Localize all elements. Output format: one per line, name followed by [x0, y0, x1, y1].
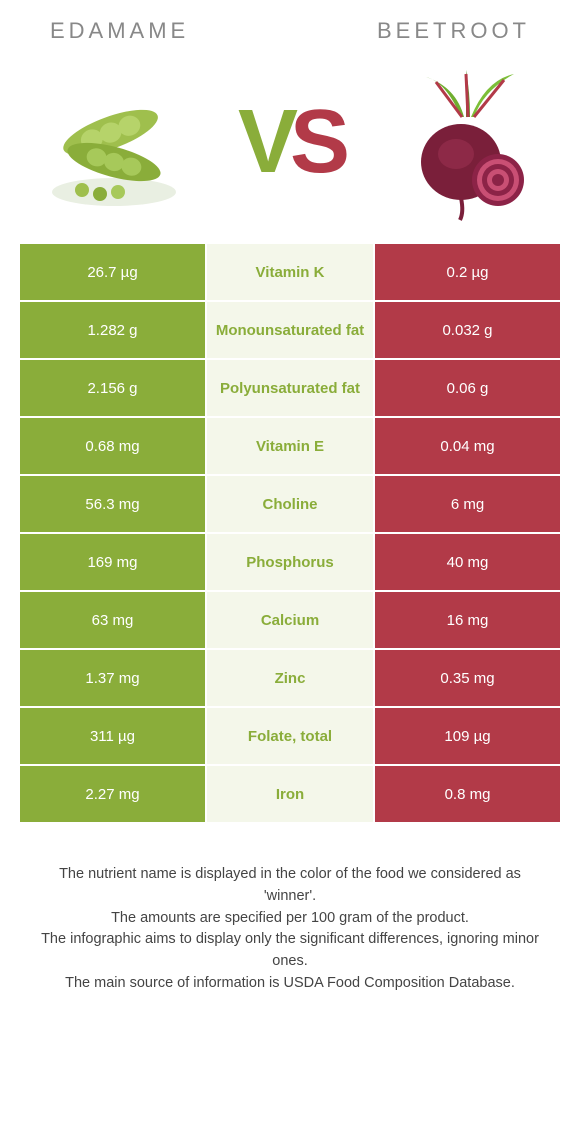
table-row: 26.7 µgVitamin K0.2 µg [20, 244, 560, 300]
value-left: 2.27 mg [20, 766, 205, 822]
hero-row: VS [20, 52, 560, 244]
infographic: Edamame Beetroot [0, 0, 580, 1005]
header-right: Beetroot [377, 18, 530, 44]
footer-line: The infographic aims to display only the… [38, 929, 542, 973]
table-row: 56.3 mgCholine6 mg [20, 476, 560, 532]
table-row: 311 µgFolate, total109 µg [20, 708, 560, 764]
table-row: 2.27 mgIron0.8 mg [20, 766, 560, 822]
value-right: 6 mg [375, 476, 560, 532]
value-right: 0.35 mg [375, 650, 560, 706]
value-left: 311 µg [20, 708, 205, 764]
vs-label: VS [238, 91, 342, 194]
nutrient-table: 26.7 µgVitamin K0.2 µg1.282 gMonounsatur… [20, 244, 560, 822]
value-right: 109 µg [375, 708, 560, 764]
value-right: 0.04 mg [375, 418, 560, 474]
header-left: Edamame [50, 18, 189, 44]
value-left: 63 mg [20, 592, 205, 648]
nutrient-label: Monounsaturated fat [207, 302, 373, 358]
value-right: 40 mg [375, 534, 560, 590]
value-left: 26.7 µg [20, 244, 205, 300]
nutrient-label: Zinc [207, 650, 373, 706]
nutrient-label: Iron [207, 766, 373, 822]
value-right: 0.06 g [375, 360, 560, 416]
value-right: 0.032 g [375, 302, 560, 358]
nutrient-label: Calcium [207, 592, 373, 648]
beetroot-image [386, 62, 546, 222]
table-row: 169 mgPhosphorus40 mg [20, 534, 560, 590]
value-left: 169 mg [20, 534, 205, 590]
header-row: Edamame Beetroot [20, 18, 560, 52]
vs-v: V [238, 92, 290, 192]
value-left: 2.156 g [20, 360, 205, 416]
table-row: 1.282 gMonounsaturated fat0.032 g [20, 302, 560, 358]
table-row: 63 mgCalcium16 mg [20, 592, 560, 648]
value-left: 1.37 mg [20, 650, 205, 706]
value-left: 1.282 g [20, 302, 205, 358]
edamame-image [34, 62, 194, 222]
nutrient-label: Choline [207, 476, 373, 532]
table-row: 1.37 mgZinc0.35 mg [20, 650, 560, 706]
footer-line: The amounts are specified per 100 gram o… [38, 908, 542, 930]
value-left: 0.68 mg [20, 418, 205, 474]
nutrient-label: Phosphorus [207, 534, 373, 590]
nutrient-label: Folate, total [207, 708, 373, 764]
nutrient-label: Vitamin K [207, 244, 373, 300]
value-left: 56.3 mg [20, 476, 205, 532]
nutrient-label: Polyunsaturated fat [207, 360, 373, 416]
table-row: 2.156 gPolyunsaturated fat0.06 g [20, 360, 560, 416]
table-row: 0.68 mgVitamin E0.04 mg [20, 418, 560, 474]
value-right: 0.2 µg [375, 244, 560, 300]
footer-notes: The nutrient name is displayed in the co… [20, 824, 560, 995]
footer-line: The main source of information is USDA F… [38, 973, 542, 995]
value-right: 0.8 mg [375, 766, 560, 822]
nutrient-label: Vitamin E [207, 418, 373, 474]
value-right: 16 mg [375, 592, 560, 648]
vs-s: S [290, 92, 342, 192]
footer-line: The nutrient name is displayed in the co… [38, 864, 542, 908]
